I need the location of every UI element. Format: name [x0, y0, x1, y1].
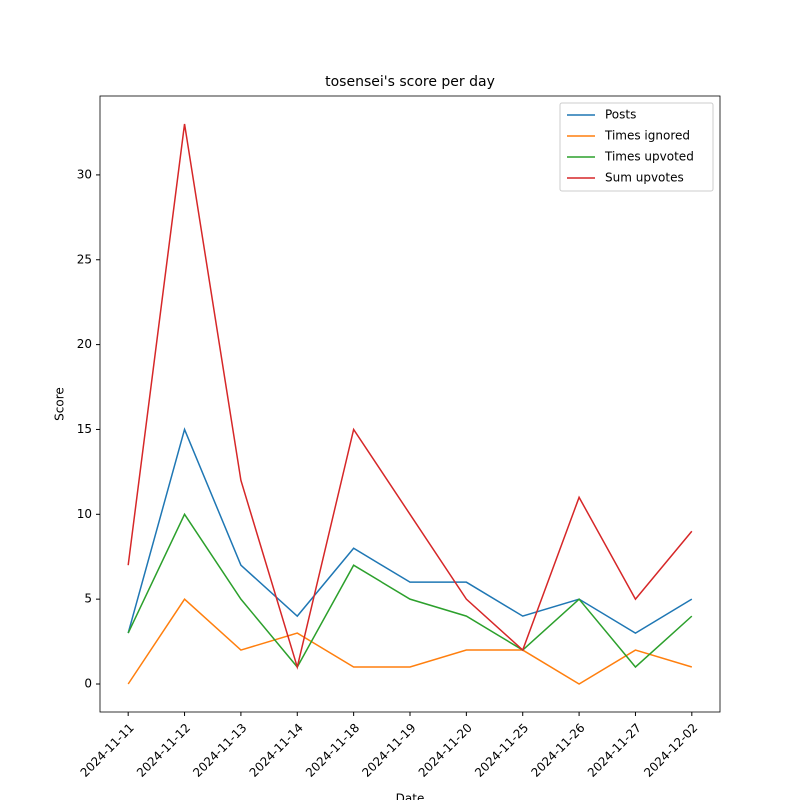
y-tick-label: 30 [77, 167, 92, 181]
y-tick-label: 5 [84, 592, 92, 606]
y-tick-label: 10 [77, 507, 92, 521]
line-series [127, 123, 693, 670]
legend-label: Sum upvotes [605, 171, 684, 185]
y-tick-label: 20 [77, 337, 92, 351]
x-axis-label: Date [396, 792, 425, 800]
x-tick-label: 2024-11-19 [359, 721, 418, 780]
y-tick-label: 0 [84, 677, 92, 691]
x-tick-label: 2024-11-18 [303, 721, 362, 780]
x-tick-label: 2024-11-14 [247, 721, 306, 780]
x-tick-label: 2024-11-27 [585, 721, 644, 780]
plot-frame [99, 95, 721, 713]
legend-label: Times ignored [604, 129, 690, 143]
line-series [127, 427, 693, 634]
x-tick-label: 2024-11-26 [528, 721, 587, 780]
line-series [127, 598, 693, 685]
y-tick-label: 25 [77, 252, 92, 266]
y-axis-label: Score [53, 387, 67, 421]
x-tick-label: 2024-11-25 [472, 721, 531, 780]
y-tick-label: 15 [77, 422, 92, 436]
legend-label: Times upvoted [604, 150, 694, 164]
x-tick-label: 2024-11-12 [134, 721, 193, 780]
x-tick-label: 2024-11-13 [190, 721, 249, 780]
x-tick-label: 2024-12-02 [641, 721, 700, 780]
x-tick-label: 2024-11-20 [416, 721, 475, 780]
legend-label: Posts [605, 108, 636, 122]
chart-title: tosensei's score per day [325, 74, 495, 90]
x-tick-label: 2024-11-11 [78, 721, 137, 780]
legend-box [559, 102, 714, 192]
line-series [127, 512, 693, 669]
